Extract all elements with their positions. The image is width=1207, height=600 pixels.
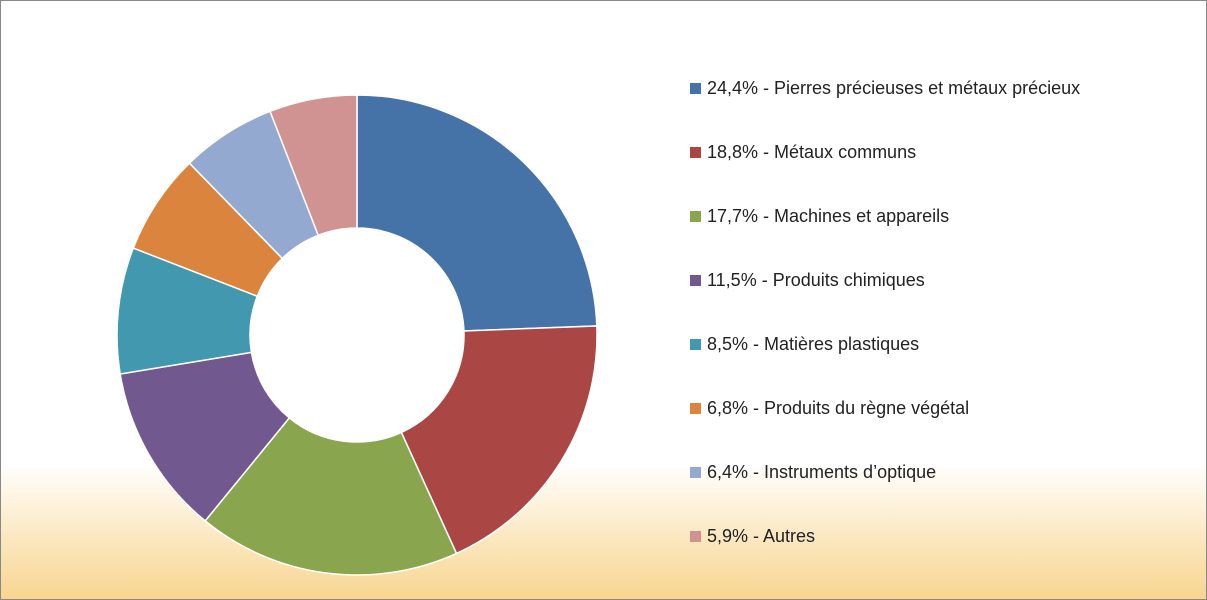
legend-label: 8,5% - Matières plastiques — [707, 334, 919, 354]
legend-label: 17,7% - Machines et appareils — [707, 206, 949, 226]
legend-swatch — [690, 147, 701, 158]
legend-swatch — [690, 531, 701, 542]
legend-swatch — [690, 275, 701, 286]
legend-label: 24,4% - Pierres précieuses et métaux pré… — [707, 78, 1080, 98]
donut-slice — [204, 416, 458, 576]
legend-swatch — [690, 83, 701, 94]
legend-label: 6,4% - Instruments d’optique — [707, 462, 936, 482]
legend-label: 5,9% - Autres — [707, 526, 815, 546]
legend-swatch — [690, 211, 701, 222]
donut-slice — [400, 325, 598, 555]
donut-slice — [269, 94, 358, 237]
legend-swatch — [690, 403, 701, 414]
legend-swatch — [690, 339, 701, 350]
legend-label: 11,5% - Produits chimiques — [707, 270, 925, 290]
legend-label: 6,8% - Produits du règne végétal — [707, 398, 969, 418]
legend-label: 18,8% - Métaux communs — [707, 142, 916, 162]
donut-slice — [119, 351, 291, 522]
legend-swatch — [690, 467, 701, 478]
donut-slice — [356, 94, 598, 332]
